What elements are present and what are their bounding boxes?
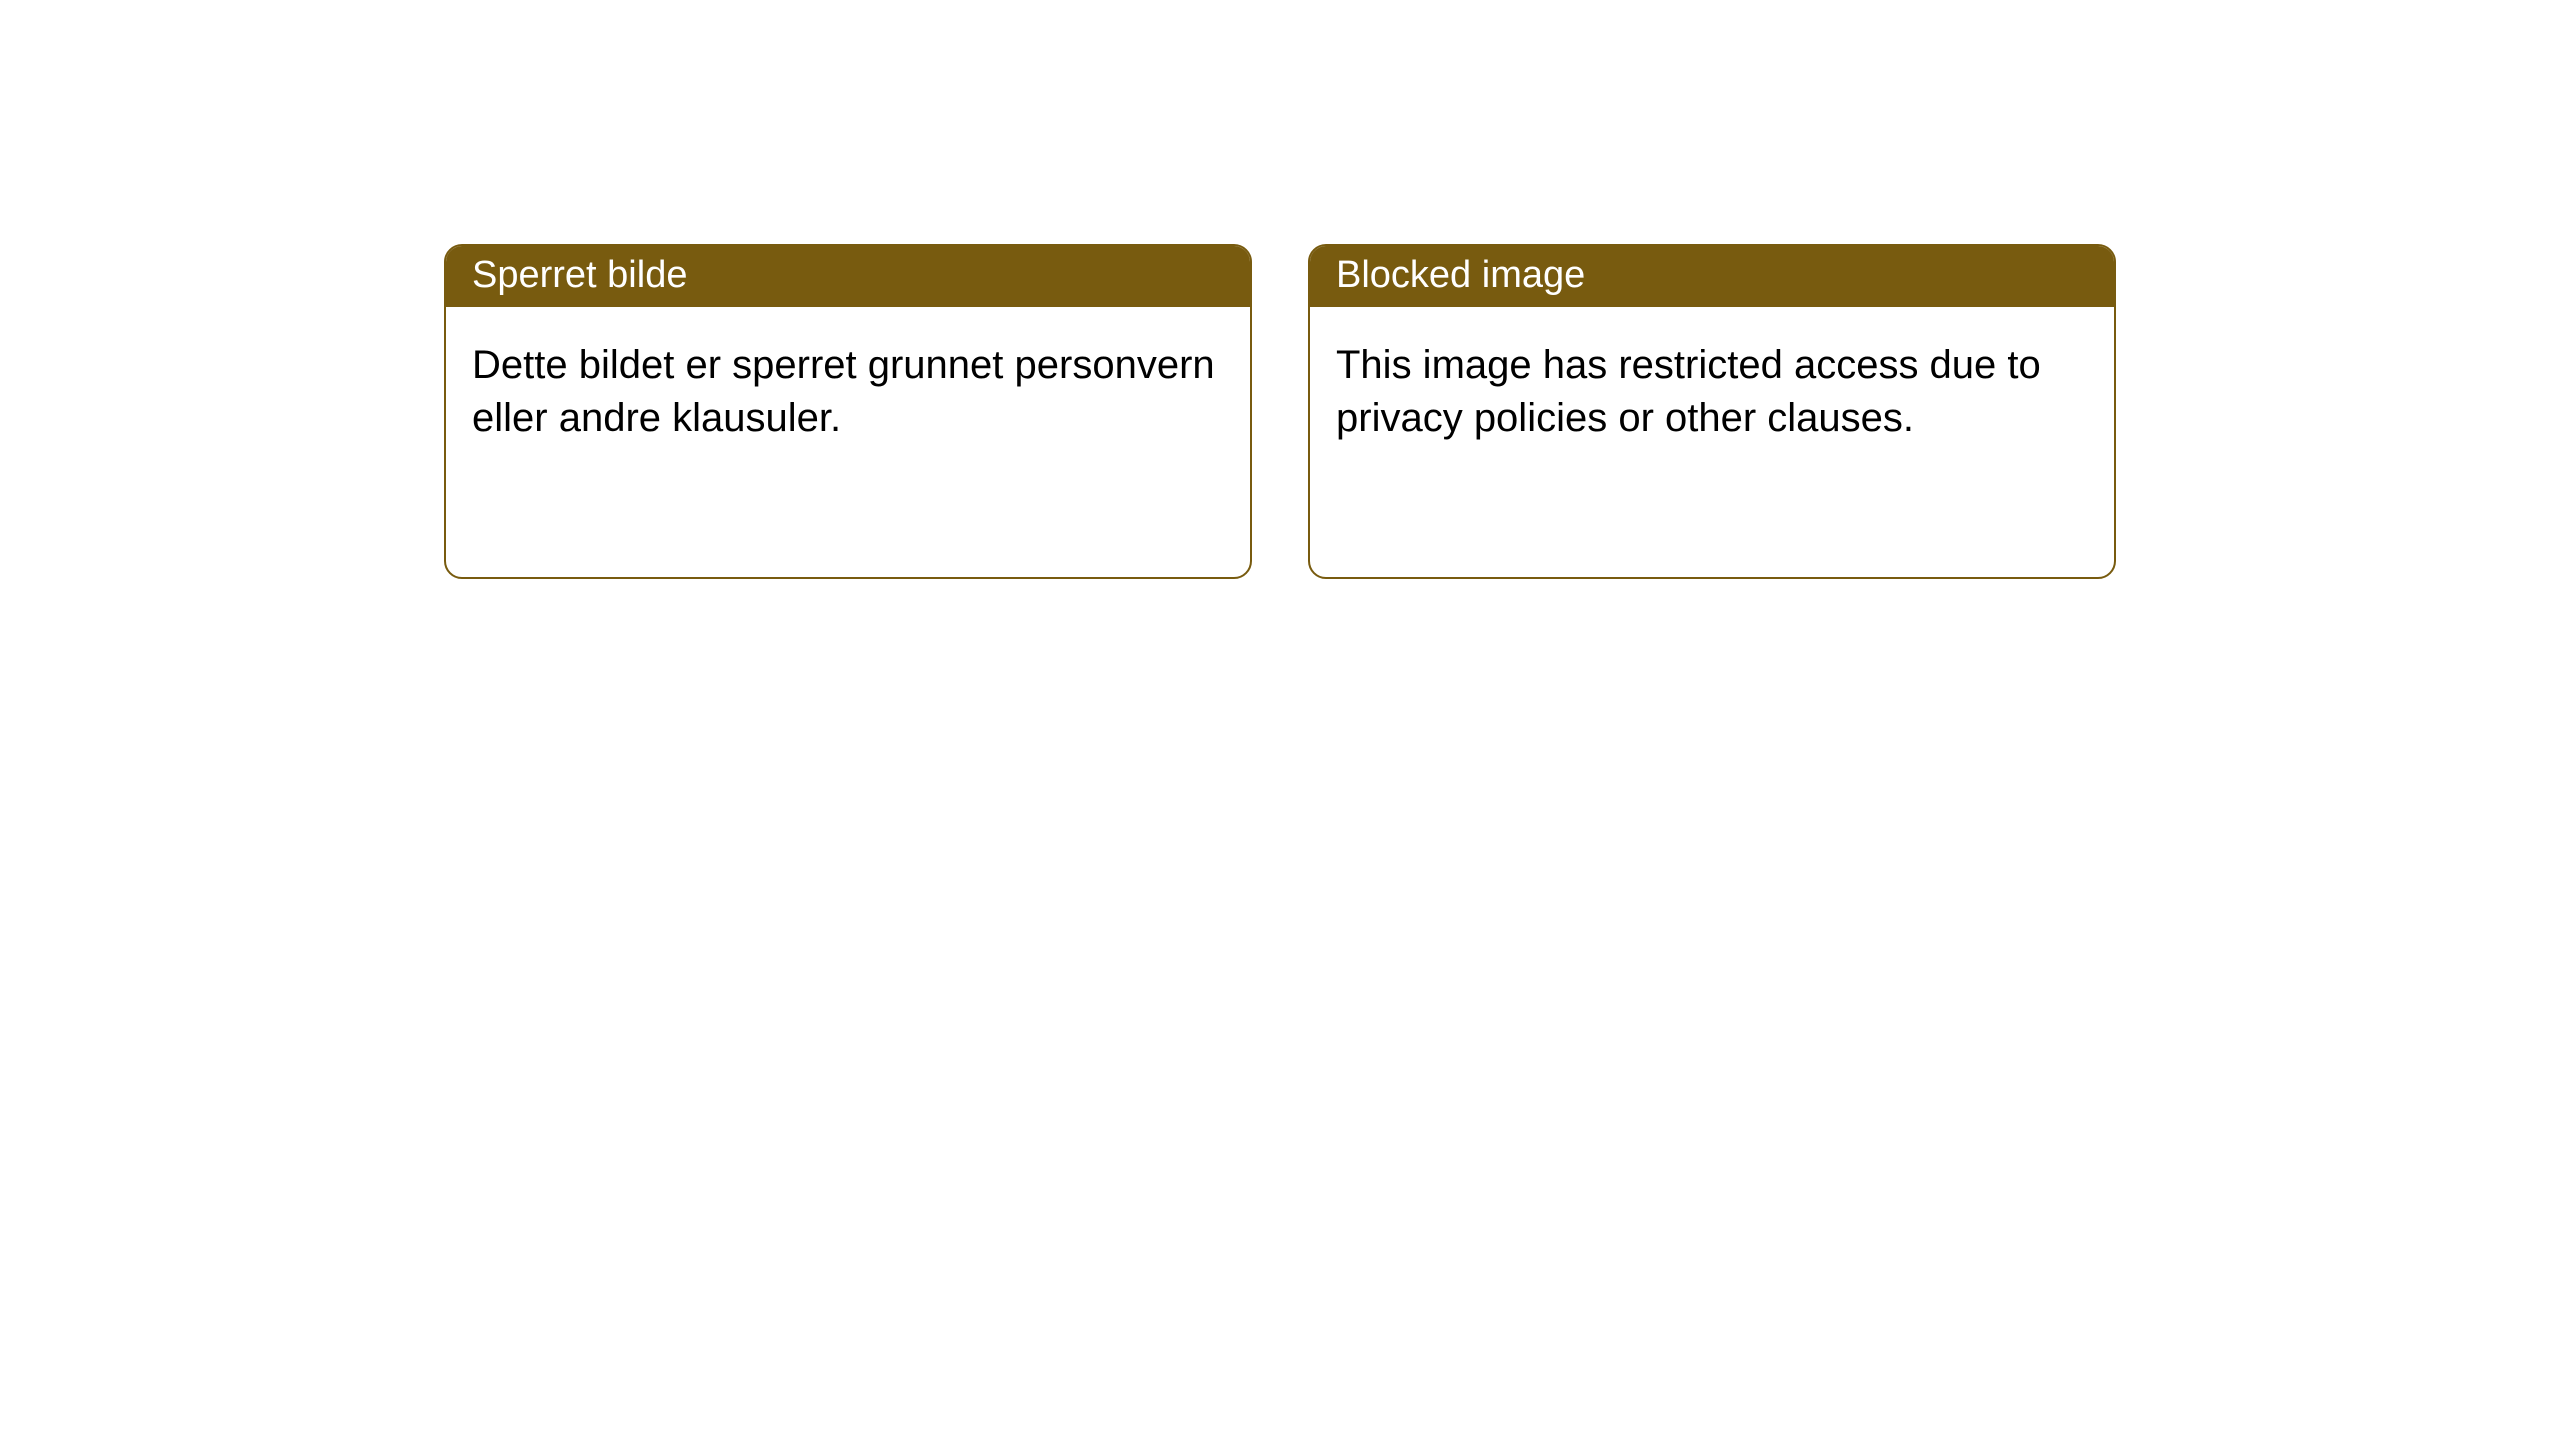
notice-card-en: Blocked image This image has restricted … [1308, 244, 2116, 579]
notice-header-en: Blocked image [1310, 246, 2114, 307]
notice-header-no: Sperret bilde [446, 246, 1250, 307]
notice-body-no: Dette bildet er sperret grunnet personve… [446, 307, 1250, 577]
notice-body-en: This image has restricted access due to … [1310, 307, 2114, 577]
notice-container: Sperret bilde Dette bildet er sperret gr… [0, 0, 2560, 579]
notice-card-no: Sperret bilde Dette bildet er sperret gr… [444, 244, 1252, 579]
